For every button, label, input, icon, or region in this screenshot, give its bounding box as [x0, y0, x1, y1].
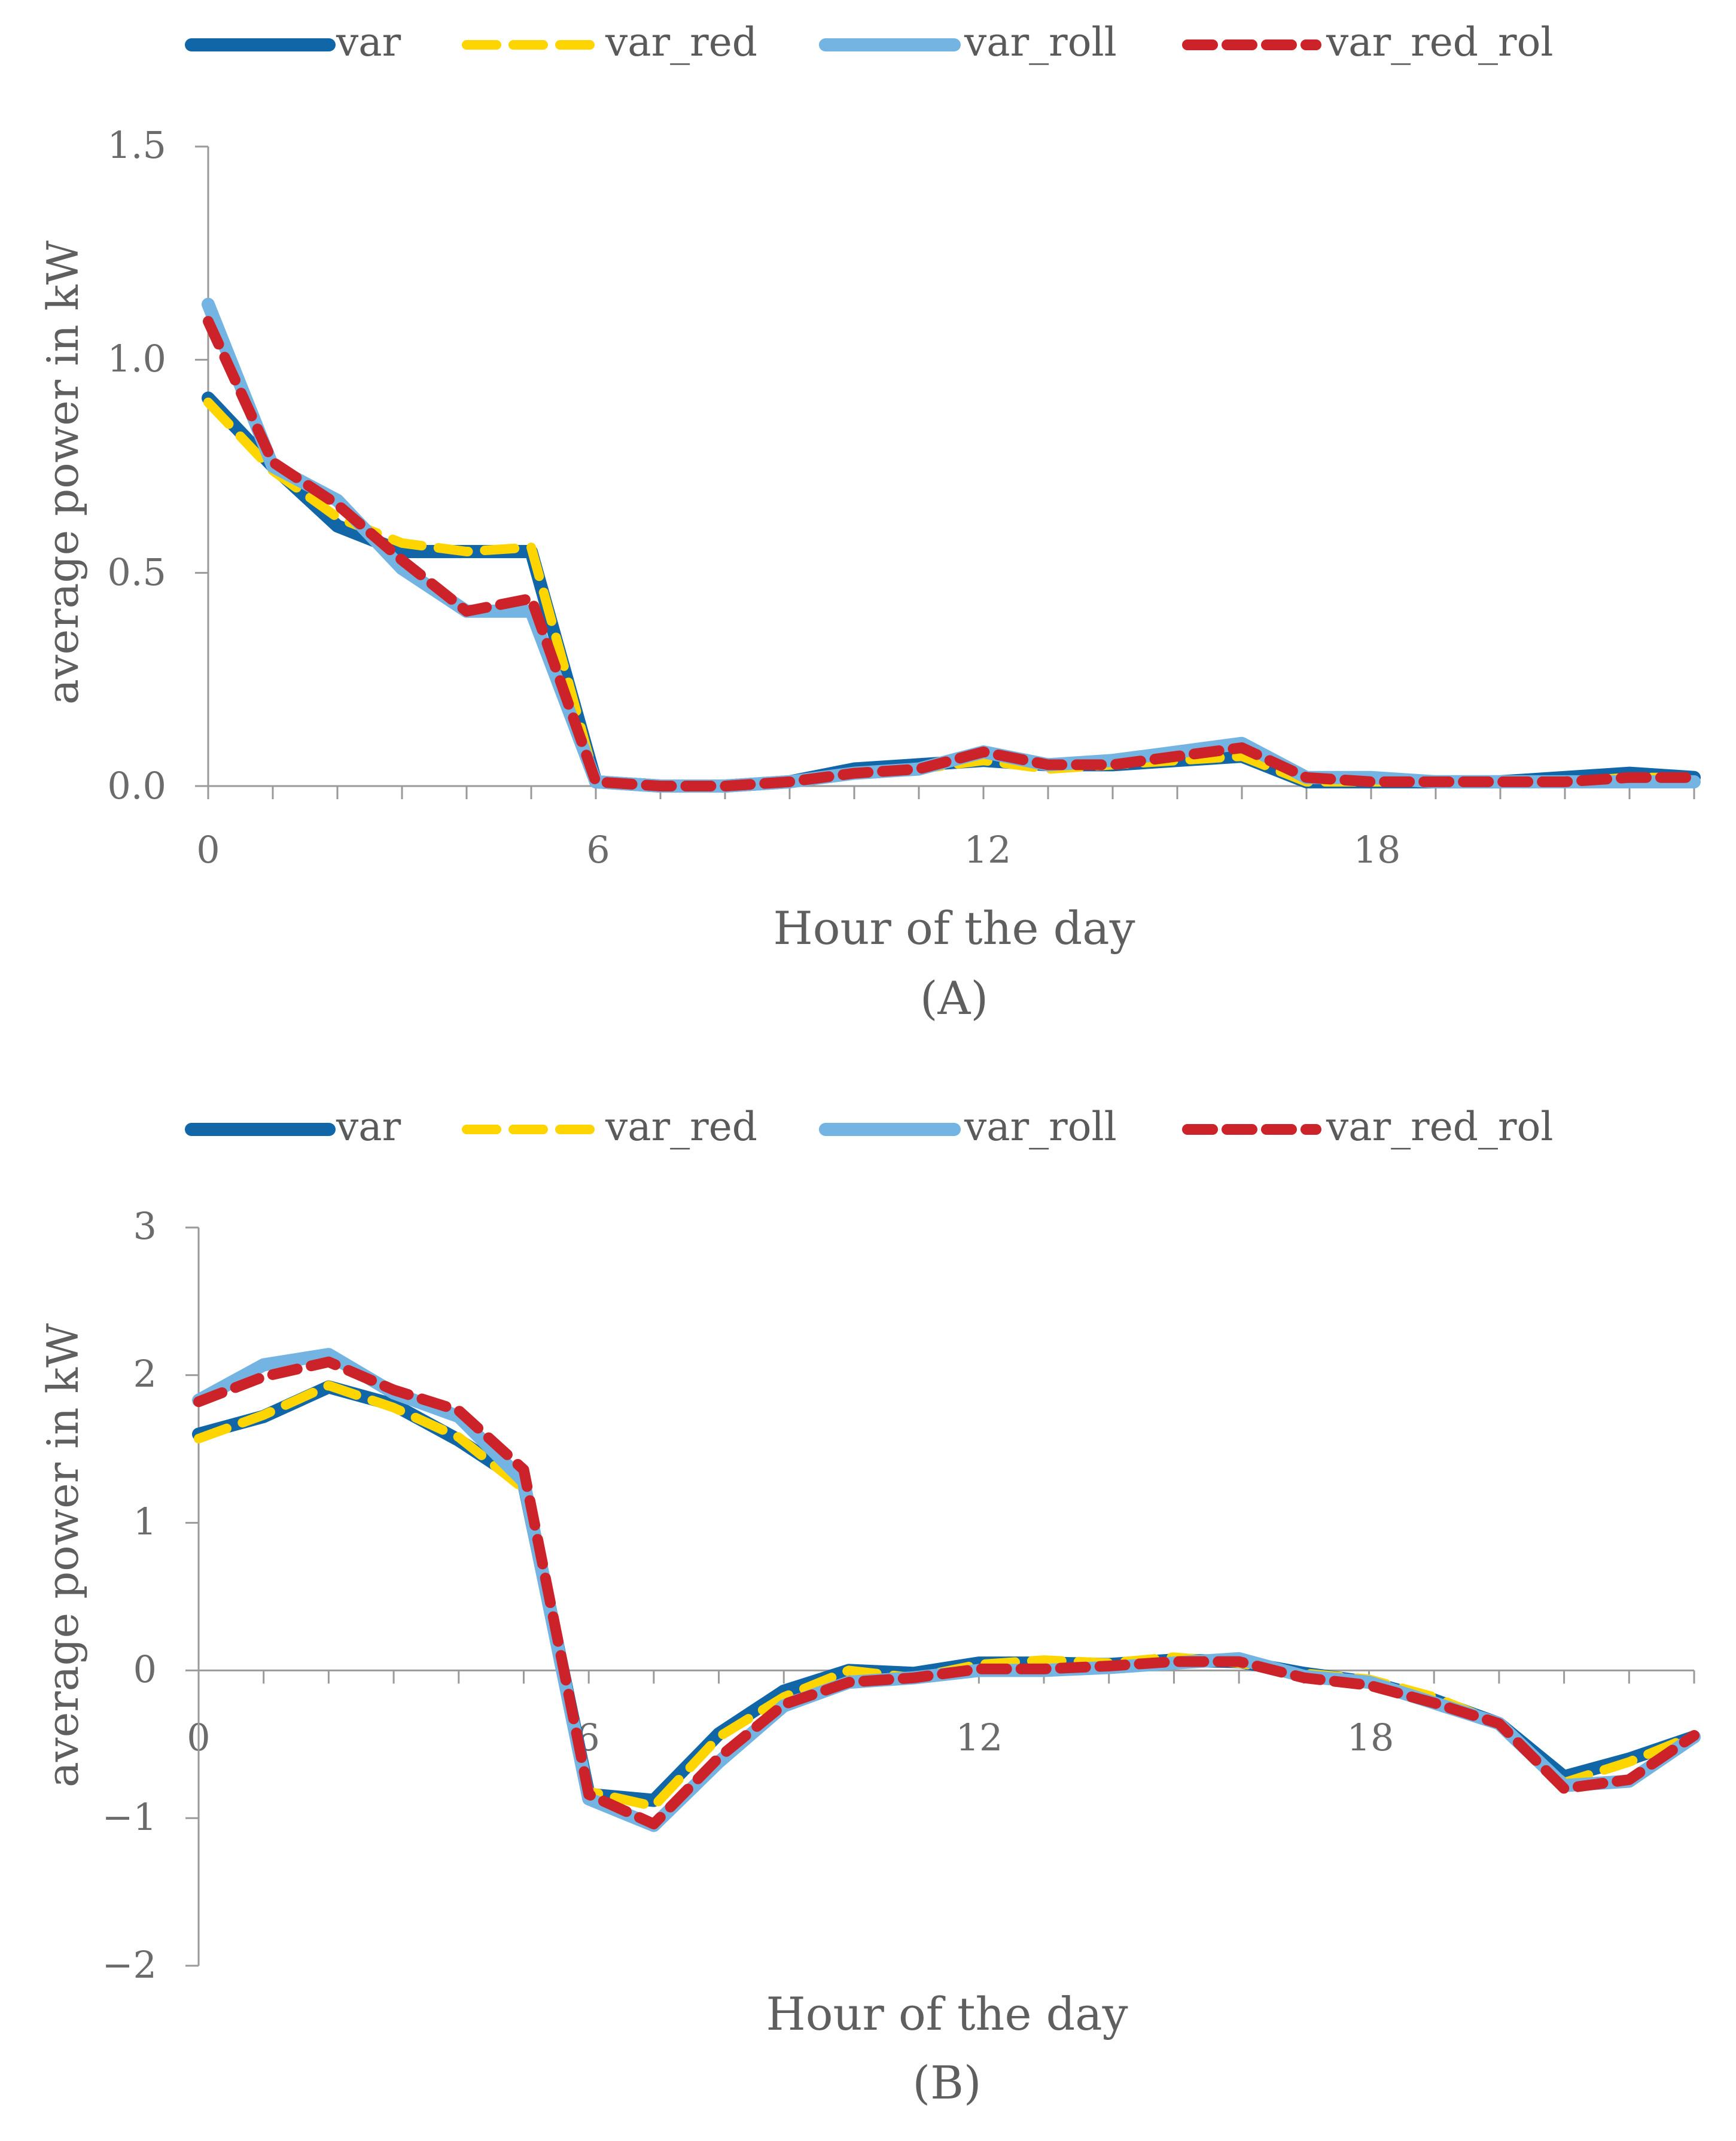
legend-a: var var_red var_roll var_red_rol	[185, 19, 1553, 65]
legend-b-var: var	[185, 1104, 401, 1150]
legend-a-var: var	[185, 19, 401, 65]
legend-b-var-roll: var_roll	[819, 1104, 1117, 1150]
y-tick-label-b-0: −2	[102, 1943, 157, 1987]
caption-a: (A)	[920, 971, 988, 1025]
legend-b-var-red-rol-label: var_red_rol	[1326, 1104, 1553, 1150]
legend-a-var-red-rol: var_red_rol	[1182, 19, 1553, 65]
x-axis-title-a: Hour of the day	[773, 902, 1135, 955]
y-tick-label-b-4: 2	[133, 1352, 157, 1396]
y-tick-label-b-1: −1	[102, 1795, 157, 1839]
y-axis-title-b: average power in kW	[38, 1323, 88, 1787]
legend-b-var-label: var	[336, 1104, 401, 1150]
y-tick-label-a-3: 1.5	[107, 123, 166, 167]
y-tick-label-b-2: 0	[133, 1647, 157, 1691]
series-line-b-var	[192, 1380, 1701, 1807]
x-tick-label-b-2: 12	[956, 1716, 1003, 1759]
chart-b: var var_red var_roll var_red_rol −2 −1 0…	[38, 1104, 1701, 2109]
caption-b: (B)	[912, 2056, 981, 2109]
x-axis-title-b: Hour of the day	[766, 1987, 1128, 2041]
x-tick-label-a-1: 6	[586, 828, 610, 872]
y-tick-label-a-0: 0.0	[107, 764, 166, 808]
x-tick-label-a-3: 18	[1354, 828, 1401, 872]
series-line-a-var-red-rol	[203, 316, 1700, 791]
legend-b-var-red: var_red	[462, 1104, 757, 1150]
x-tick-label-a-0: 0	[196, 828, 220, 872]
legend-a-var-roll: var_roll	[819, 19, 1117, 65]
legend-a-var-label: var	[336, 19, 401, 65]
legend-a-var-red-rol-label: var_red_rol	[1326, 19, 1553, 65]
y-tick-label-b-5: 3	[133, 1204, 157, 1248]
legend-a-var-red-label: var_red	[605, 19, 757, 65]
series-line-b-var-red-rol	[193, 1356, 1700, 1830]
y-tick-label-a-2: 1.0	[107, 337, 166, 380]
legend-b-var-roll-label: var_roll	[964, 1104, 1117, 1150]
y-tick-label-b-3: 1	[133, 1500, 157, 1543]
series-line-b-var-red	[194, 1381, 1699, 1811]
y-axis-title-a: average power in kW	[38, 240, 88, 705]
legend-a-var-red: var_red	[462, 19, 757, 65]
legend-a-var-roll-label: var_roll	[964, 19, 1117, 65]
legend-b: var var_red var_roll var_red_rol	[185, 1104, 1553, 1150]
chart-a: var var_red var_roll var_red_rol 0.0 0.5…	[38, 19, 1701, 1025]
x-tick-label-a-2: 12	[964, 828, 1012, 872]
y-tick-label-a-1: 0.5	[107, 550, 166, 594]
legend-b-var-red-rol: var_red_rol	[1182, 1104, 1553, 1150]
legend-b-var-red-label: var_red	[605, 1104, 757, 1150]
x-tick-label-b-3: 18	[1347, 1716, 1394, 1759]
